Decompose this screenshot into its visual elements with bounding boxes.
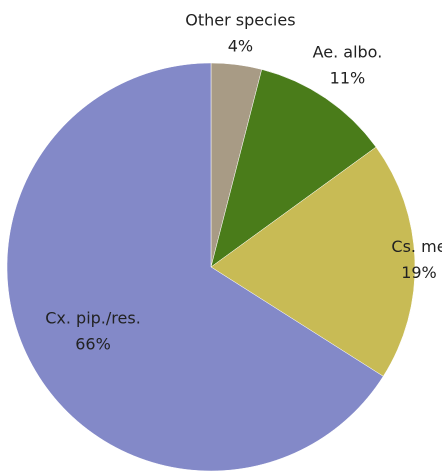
pie-slice <box>210 69 377 268</box>
pie-slice <box>210 146 416 377</box>
slice-label: Cx. pip./res. <box>45 308 141 327</box>
slice-value-label: 66% <box>75 334 111 353</box>
slice-value-label: 11% <box>330 69 366 88</box>
slice-value-label: 4% <box>228 37 253 56</box>
slice-label: Cs. me <box>391 237 442 256</box>
slice-label: Other species <box>185 11 295 30</box>
slice-label: Ae. albo. <box>313 43 383 62</box>
pie-slice <box>6 62 384 472</box>
slice-value-label: 19% <box>401 263 437 282</box>
